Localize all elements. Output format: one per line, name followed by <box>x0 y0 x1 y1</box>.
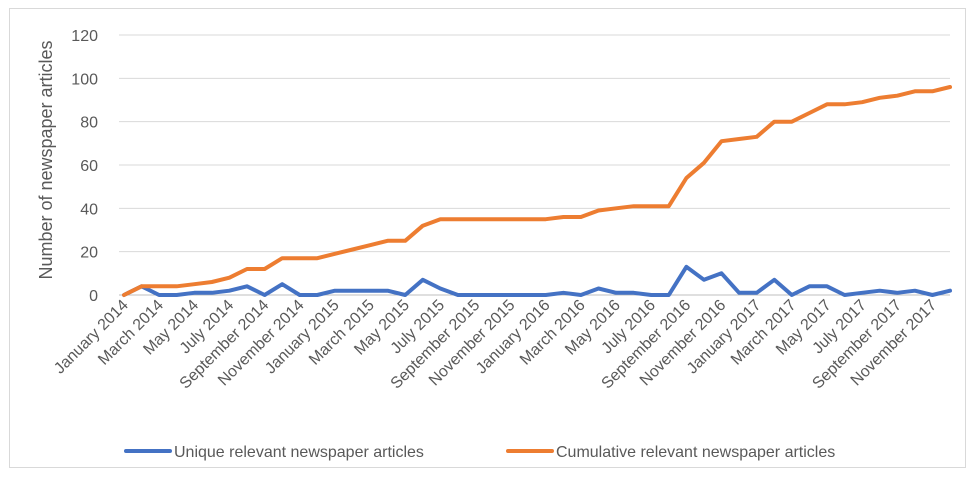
y-tick-label: 60 <box>80 158 98 175</box>
series-line-1 <box>122 264 952 297</box>
y-tick-label: 0 <box>89 288 98 305</box>
y-tick-label: 120 <box>71 28 98 45</box>
y-tick-label: 100 <box>71 71 98 88</box>
chart-area <box>9 8 966 468</box>
y-axis-title: Number of newspaper articles <box>36 40 56 279</box>
series-lines <box>122 85 952 297</box>
series-line-2 <box>122 85 952 297</box>
y-tick-label: 80 <box>80 115 98 132</box>
y-tick-label: 40 <box>80 201 98 218</box>
y-tick-label: 20 <box>80 245 98 262</box>
gridlines <box>119 34 950 296</box>
legend-label: Unique relevant newspaper articles <box>174 444 424 461</box>
legend-label: Cumulative relevant newspaper articles <box>556 444 835 461</box>
legend: Unique relevant newspaper articles Cumula… <box>124 444 835 461</box>
y-axis-ticks: 0 20 40 60 80 100 120 <box>71 28 98 305</box>
